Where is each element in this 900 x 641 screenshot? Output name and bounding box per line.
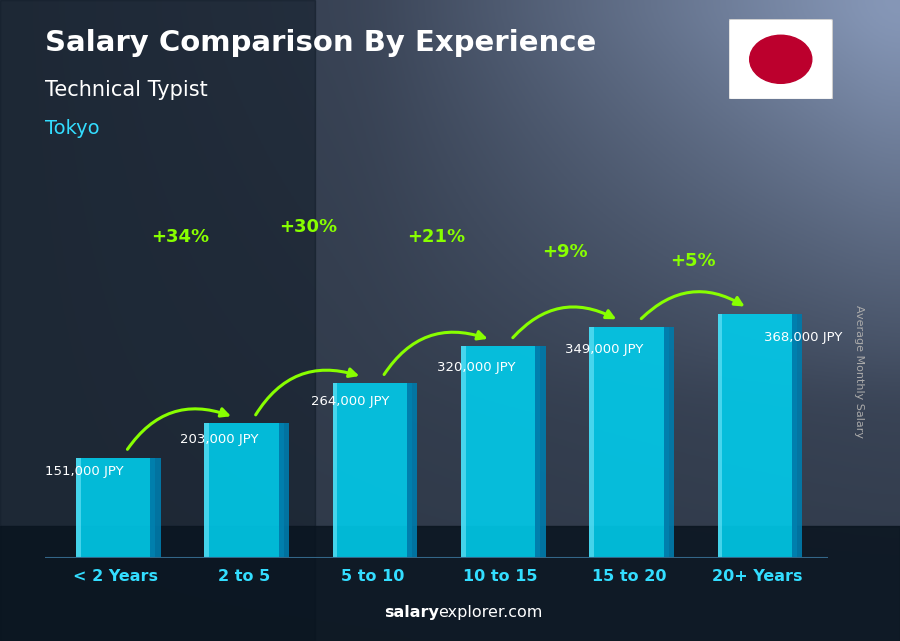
Bar <box>204 423 284 558</box>
Bar <box>332 383 338 558</box>
Text: Average Monthly Salary: Average Monthly Salary <box>854 305 865 438</box>
Bar <box>76 458 81 558</box>
Text: +30%: +30% <box>279 218 338 236</box>
Text: 349,000 JPY: 349,000 JPY <box>565 343 644 356</box>
Bar <box>0 0 315 641</box>
Text: +9%: +9% <box>542 242 588 260</box>
Text: salary: salary <box>384 606 439 620</box>
Bar <box>663 327 674 558</box>
Bar <box>717 314 723 558</box>
FancyBboxPatch shape <box>729 19 832 99</box>
Text: Technical Typist: Technical Typist <box>45 80 208 100</box>
Bar <box>0 526 900 641</box>
Bar <box>792 314 803 558</box>
Text: +34%: +34% <box>150 228 209 246</box>
Text: 264,000 JPY: 264,000 JPY <box>310 395 389 408</box>
Text: 368,000 JPY: 368,000 JPY <box>764 331 842 344</box>
Bar <box>407 383 418 558</box>
Text: Salary Comparison By Experience: Salary Comparison By Experience <box>45 29 596 57</box>
Bar <box>204 423 209 558</box>
Text: explorer.com: explorer.com <box>438 606 543 620</box>
Text: +21%: +21% <box>408 228 465 246</box>
Bar <box>461 346 541 558</box>
Bar <box>76 458 156 558</box>
Bar <box>536 346 545 558</box>
Bar <box>717 314 797 558</box>
Bar <box>279 423 289 558</box>
Text: 203,000 JPY: 203,000 JPY <box>180 433 258 445</box>
Text: 151,000 JPY: 151,000 JPY <box>45 465 123 478</box>
Text: +5%: +5% <box>670 253 716 271</box>
Bar <box>332 383 412 558</box>
Bar <box>590 327 669 558</box>
Text: 320,000 JPY: 320,000 JPY <box>436 361 515 374</box>
Bar <box>590 327 594 558</box>
Bar <box>461 346 465 558</box>
Bar <box>150 458 160 558</box>
Circle shape <box>750 35 812 83</box>
Text: Tokyo: Tokyo <box>45 119 100 138</box>
